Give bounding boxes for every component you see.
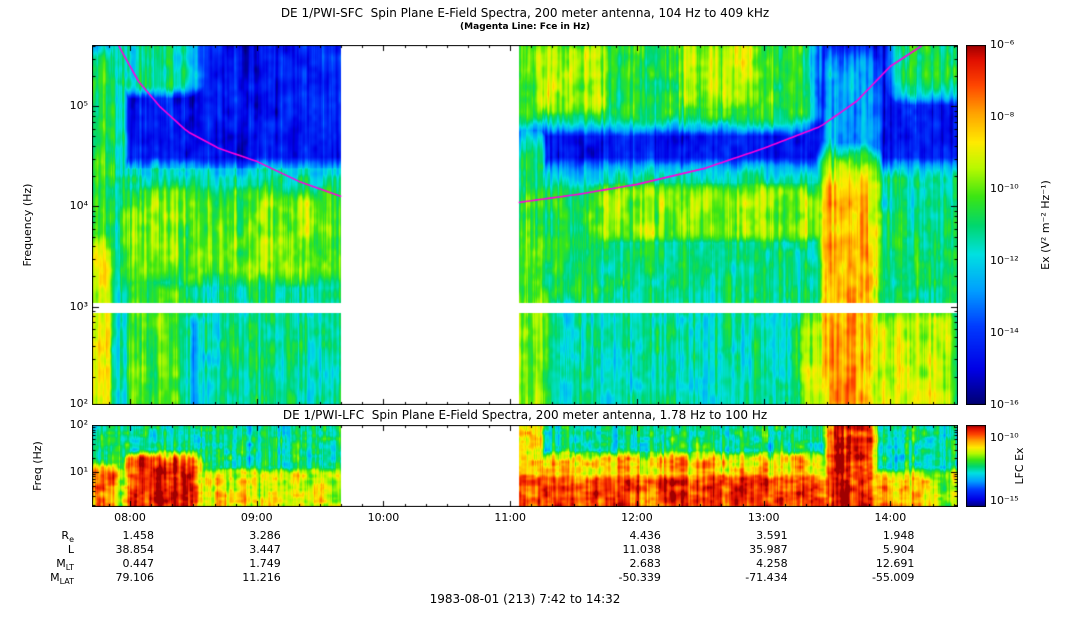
ephemeris-value: 1.458 <box>122 529 155 542</box>
sfc-colorbar-tick-label: 10⁻⁶ <box>990 38 1015 51</box>
sfc-colorbar-tick-label: 10⁻¹² <box>990 254 1019 267</box>
ephemeris-value: 1.948 <box>882 529 915 542</box>
sfc-spectrogram-canvas <box>92 45 958 405</box>
sfc-subtitle: (Magenta Line: Fce in Hz) <box>460 22 590 32</box>
lfc-colorbar-canvas <box>966 425 986 507</box>
ephemeris-value: 5.904 <box>882 543 915 556</box>
ephemeris-value: 3.591 <box>756 529 788 542</box>
time-tick-label: 12:00 <box>621 511 653 524</box>
sfc-freq-tick-label: 10⁴ <box>69 199 88 213</box>
ephemeris-value: 2.683 <box>629 557 661 570</box>
ephemeris-value: 35.987 <box>749 543 788 556</box>
sfc-colorbar-tick-label: 10⁻¹⁶ <box>990 398 1019 411</box>
sfc-freq-tick-label: 10² <box>69 397 88 410</box>
sfc-colorbar-tick-label: 10⁻¹⁰ <box>990 182 1019 195</box>
ephemeris-value: 11.038 <box>622 543 661 556</box>
ephemeris-value: 0.447 <box>122 557 155 570</box>
ephemeris-value: 12.691 <box>875 557 915 570</box>
time-tick-label: 10:00 <box>367 511 400 524</box>
sfc-colorbar-label: Ex (V² m⁻² Hz⁻¹) <box>1039 180 1052 270</box>
sfc-title: DE 1/PWI-SFC Spin Plane E-Field Spectra,… <box>280 6 770 20</box>
ephemeris-row-label: MLT <box>56 557 74 573</box>
lfc-colorbar-tick-label: 10⁻¹⁵ <box>990 493 1019 507</box>
time-tick-label: 09:00 <box>240 511 273 524</box>
ephemeris-value: 1.749 <box>249 557 281 570</box>
ephemeris-value: -71.434 <box>745 571 788 584</box>
sfc-freq-tick-label: 10³ <box>69 299 88 313</box>
ephemeris-row-label: L <box>67 543 74 556</box>
lfc-spectrogram-canvas <box>92 425 958 507</box>
ephemeris-value: 3.286 <box>249 529 281 542</box>
ephemeris-value: -55.009 <box>871 571 915 584</box>
sfc-colorbar-tick-label: 10⁻¹⁴ <box>990 326 1019 339</box>
lfc-colorbar-tick-label: 10⁻¹⁰ <box>990 430 1019 444</box>
time-tick-label: 08:00 <box>114 511 146 524</box>
ephemeris-value: 3.447 <box>249 543 281 556</box>
lfc-freq-tick-label: 10² <box>69 418 88 431</box>
sfc-freq-tick-label: 10⁵ <box>69 99 88 113</box>
lfc-colorbar-label: LFC Ex <box>1013 447 1026 485</box>
footer-date-range: 1983-08-01 (213) 7:42 to 14:32 <box>429 592 621 606</box>
time-tick-label: 11:00 <box>494 511 527 524</box>
sfc-colorbar-tick-label: 10⁻⁸ <box>990 110 1015 123</box>
lfc-freq-tick-label: 10¹ <box>69 464 88 478</box>
ephemeris-value: 4.258 <box>756 557 788 570</box>
ephemeris-value: 38.854 <box>115 543 155 556</box>
lfc-title: DE 1/PWI-LFC Spin Plane E-Field Spectra,… <box>282 408 768 422</box>
sfc-colorbar-canvas <box>966 45 986 405</box>
ephemeris-value: 11.216 <box>242 571 281 584</box>
ephemeris-value: -50.339 <box>618 571 661 584</box>
ephemeris-row-label: MLAT <box>50 571 74 587</box>
time-tick-label: 13:00 <box>747 511 780 524</box>
time-tick-label: 14:00 <box>874 511 907 524</box>
ephemeris-value: 79.106 <box>115 571 155 584</box>
ephemeris-value: 4.436 <box>629 529 661 542</box>
ephemeris-row-label: Re <box>61 529 74 545</box>
